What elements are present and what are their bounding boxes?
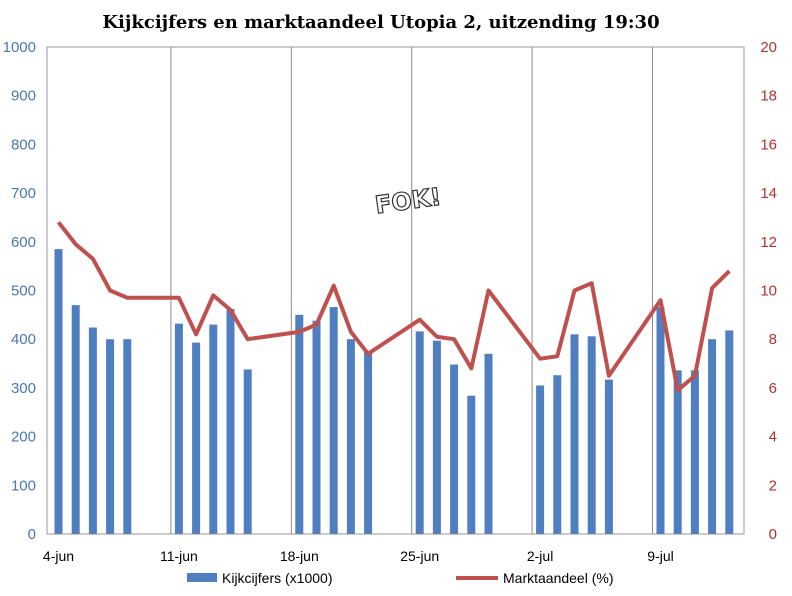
- bar-2-jul: [536, 385, 545, 534]
- left-tick-label: 400: [11, 331, 36, 348]
- bar-11-jun: [174, 323, 183, 534]
- bar-19-jun: [312, 320, 321, 534]
- bar-5-jul: [587, 336, 596, 534]
- left-tick-label: 600: [11, 234, 36, 251]
- legend-bars-label: Kijkcijfers (x1000): [222, 570, 332, 586]
- bar-26-jun: [432, 340, 441, 534]
- left-tick-label: 700: [11, 185, 36, 202]
- plot-area: [46, 46, 745, 535]
- bar-11-jul: [690, 370, 699, 534]
- x-tick-label: 11-jun: [160, 548, 198, 564]
- right-tick-label: 20: [760, 39, 777, 56]
- right-tick-label: 0: [769, 526, 777, 543]
- bar-7-jun: [106, 339, 115, 534]
- bar-8-jun: [123, 339, 132, 534]
- bar-14-jun: [226, 309, 235, 534]
- bar-12-jun: [192, 342, 201, 534]
- left-axis: 0 100 200 300 400 500 600 700 800 900 1000: [3, 39, 36, 543]
- bar-10-jul: [673, 370, 682, 534]
- bar-13-jun: [209, 324, 218, 534]
- right-tick-label: 10: [760, 283, 777, 300]
- bar-3-jul: [553, 375, 562, 534]
- bar-28-jun: [467, 395, 476, 534]
- x-tick-label: 4-jun: [43, 548, 74, 564]
- left-tick-label: 500: [11, 283, 36, 300]
- right-tick-label: 18: [760, 88, 777, 105]
- bar-12-jul: [708, 339, 717, 534]
- right-tick-label: 4: [769, 429, 777, 446]
- bar-4-jul: [570, 334, 579, 534]
- bar-15-jun: [243, 369, 252, 534]
- right-tick-label: 16: [760, 136, 777, 153]
- bar-21-jun: [346, 339, 355, 534]
- left-tick-label: 300: [11, 380, 36, 397]
- left-tick-label: 200: [11, 429, 36, 446]
- x-tick-label: 2-jul: [527, 548, 553, 564]
- left-tick-label: 0: [28, 526, 36, 543]
- bar-22-jun: [364, 351, 373, 534]
- bar-29-jun: [484, 353, 493, 534]
- x-tick-label: 25-jun: [400, 548, 439, 564]
- grid-lines: [170, 47, 653, 534]
- right-tick-label: 14: [760, 185, 777, 202]
- bar-5-jun: [71, 305, 80, 534]
- left-tick-label: 1000: [3, 39, 36, 56]
- bars-series: [54, 249, 734, 535]
- left-tick-label: 100: [11, 477, 36, 494]
- line-series: [56, 221, 731, 393]
- left-tick-label: 800: [11, 136, 36, 153]
- right-tick-label: 8: [769, 331, 777, 348]
- market-share-line: [56, 221, 731, 393]
- bar-27-jun: [450, 364, 459, 534]
- bar-9-jul: [656, 307, 665, 534]
- right-tick-label: 6: [769, 380, 777, 397]
- bar-25-jun: [415, 331, 424, 534]
- bar-13-jul: [725, 330, 734, 534]
- legend-line-label: Marktaandeel (%): [503, 570, 614, 586]
- bar-18-jun: [295, 314, 304, 534]
- legend-bars-swatch: [187, 573, 217, 582]
- legend: Kijkcijfers (x1000) Marktaandeel (%): [187, 570, 614, 586]
- bar-20-jun: [329, 307, 338, 534]
- right-axis: 0 2 4 6 8 10 12 14 16 18 20: [760, 39, 777, 543]
- watermark-text: FOK!: [373, 183, 443, 220]
- bar-4-jun: [54, 249, 63, 535]
- watermark-logo: FOK!: [373, 182, 444, 220]
- right-tick-label: 2: [769, 477, 777, 494]
- x-axis: 4-jun 11-jun 18-jun 25-jun 2-jul 9-jul: [43, 548, 674, 564]
- bar-6-jun: [88, 327, 97, 534]
- bar-6-jul: [604, 379, 613, 534]
- left-tick-label: 900: [11, 88, 36, 105]
- x-tick-label: 9-jul: [647, 548, 673, 564]
- right-tick-label: 12: [760, 234, 777, 251]
- chart-title: Kijkcijfers en marktaandeel Utopia 2, ui…: [102, 12, 659, 33]
- x-tick-label: 18-jun: [280, 548, 319, 564]
